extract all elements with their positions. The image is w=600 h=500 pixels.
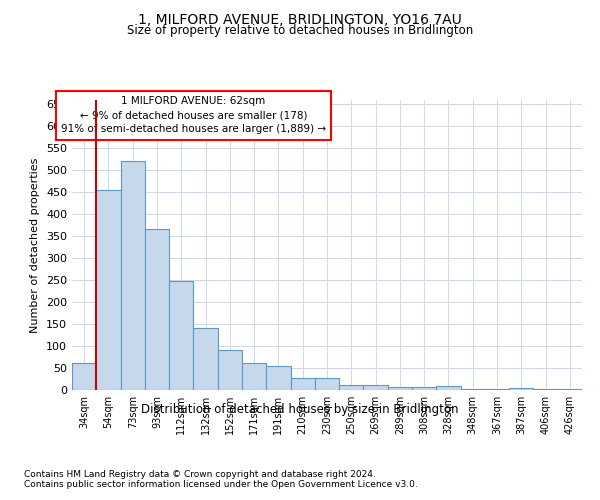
Bar xyxy=(290,378,315,390)
Text: Contains public sector information licensed under the Open Government Licence v3: Contains public sector information licen… xyxy=(24,480,418,489)
Bar xyxy=(558,388,582,390)
Bar xyxy=(145,228,169,390)
Text: 1, MILFORD AVENUE, BRIDLINGTON, YO16 7AU: 1, MILFORD AVENUE, BRIDLINGTON, YO16 7AU xyxy=(138,12,462,26)
Bar xyxy=(533,388,558,390)
Bar xyxy=(315,378,339,390)
Bar xyxy=(436,386,461,390)
Text: Contains HM Land Registry data © Crown copyright and database right 2024.: Contains HM Land Registry data © Crown c… xyxy=(24,470,376,479)
Bar xyxy=(364,384,388,390)
Bar xyxy=(266,366,290,390)
Bar xyxy=(169,281,193,390)
Bar xyxy=(388,388,412,390)
Bar xyxy=(485,388,509,390)
Text: Distribution of detached houses by size in Bridlington: Distribution of detached houses by size … xyxy=(141,402,459,415)
Text: Size of property relative to detached houses in Bridlington: Size of property relative to detached ho… xyxy=(127,24,473,37)
Bar xyxy=(339,385,364,390)
Bar xyxy=(72,363,96,390)
Bar xyxy=(461,388,485,390)
Bar xyxy=(412,388,436,390)
Bar xyxy=(218,350,242,390)
Bar xyxy=(193,328,218,390)
Bar xyxy=(242,363,266,390)
Bar xyxy=(96,190,121,390)
Bar xyxy=(121,160,145,390)
Text: 1 MILFORD AVENUE: 62sqm
← 9% of detached houses are smaller (178)
91% of semi-de: 1 MILFORD AVENUE: 62sqm ← 9% of detached… xyxy=(61,96,326,134)
Y-axis label: Number of detached properties: Number of detached properties xyxy=(31,158,40,332)
Bar xyxy=(509,388,533,390)
